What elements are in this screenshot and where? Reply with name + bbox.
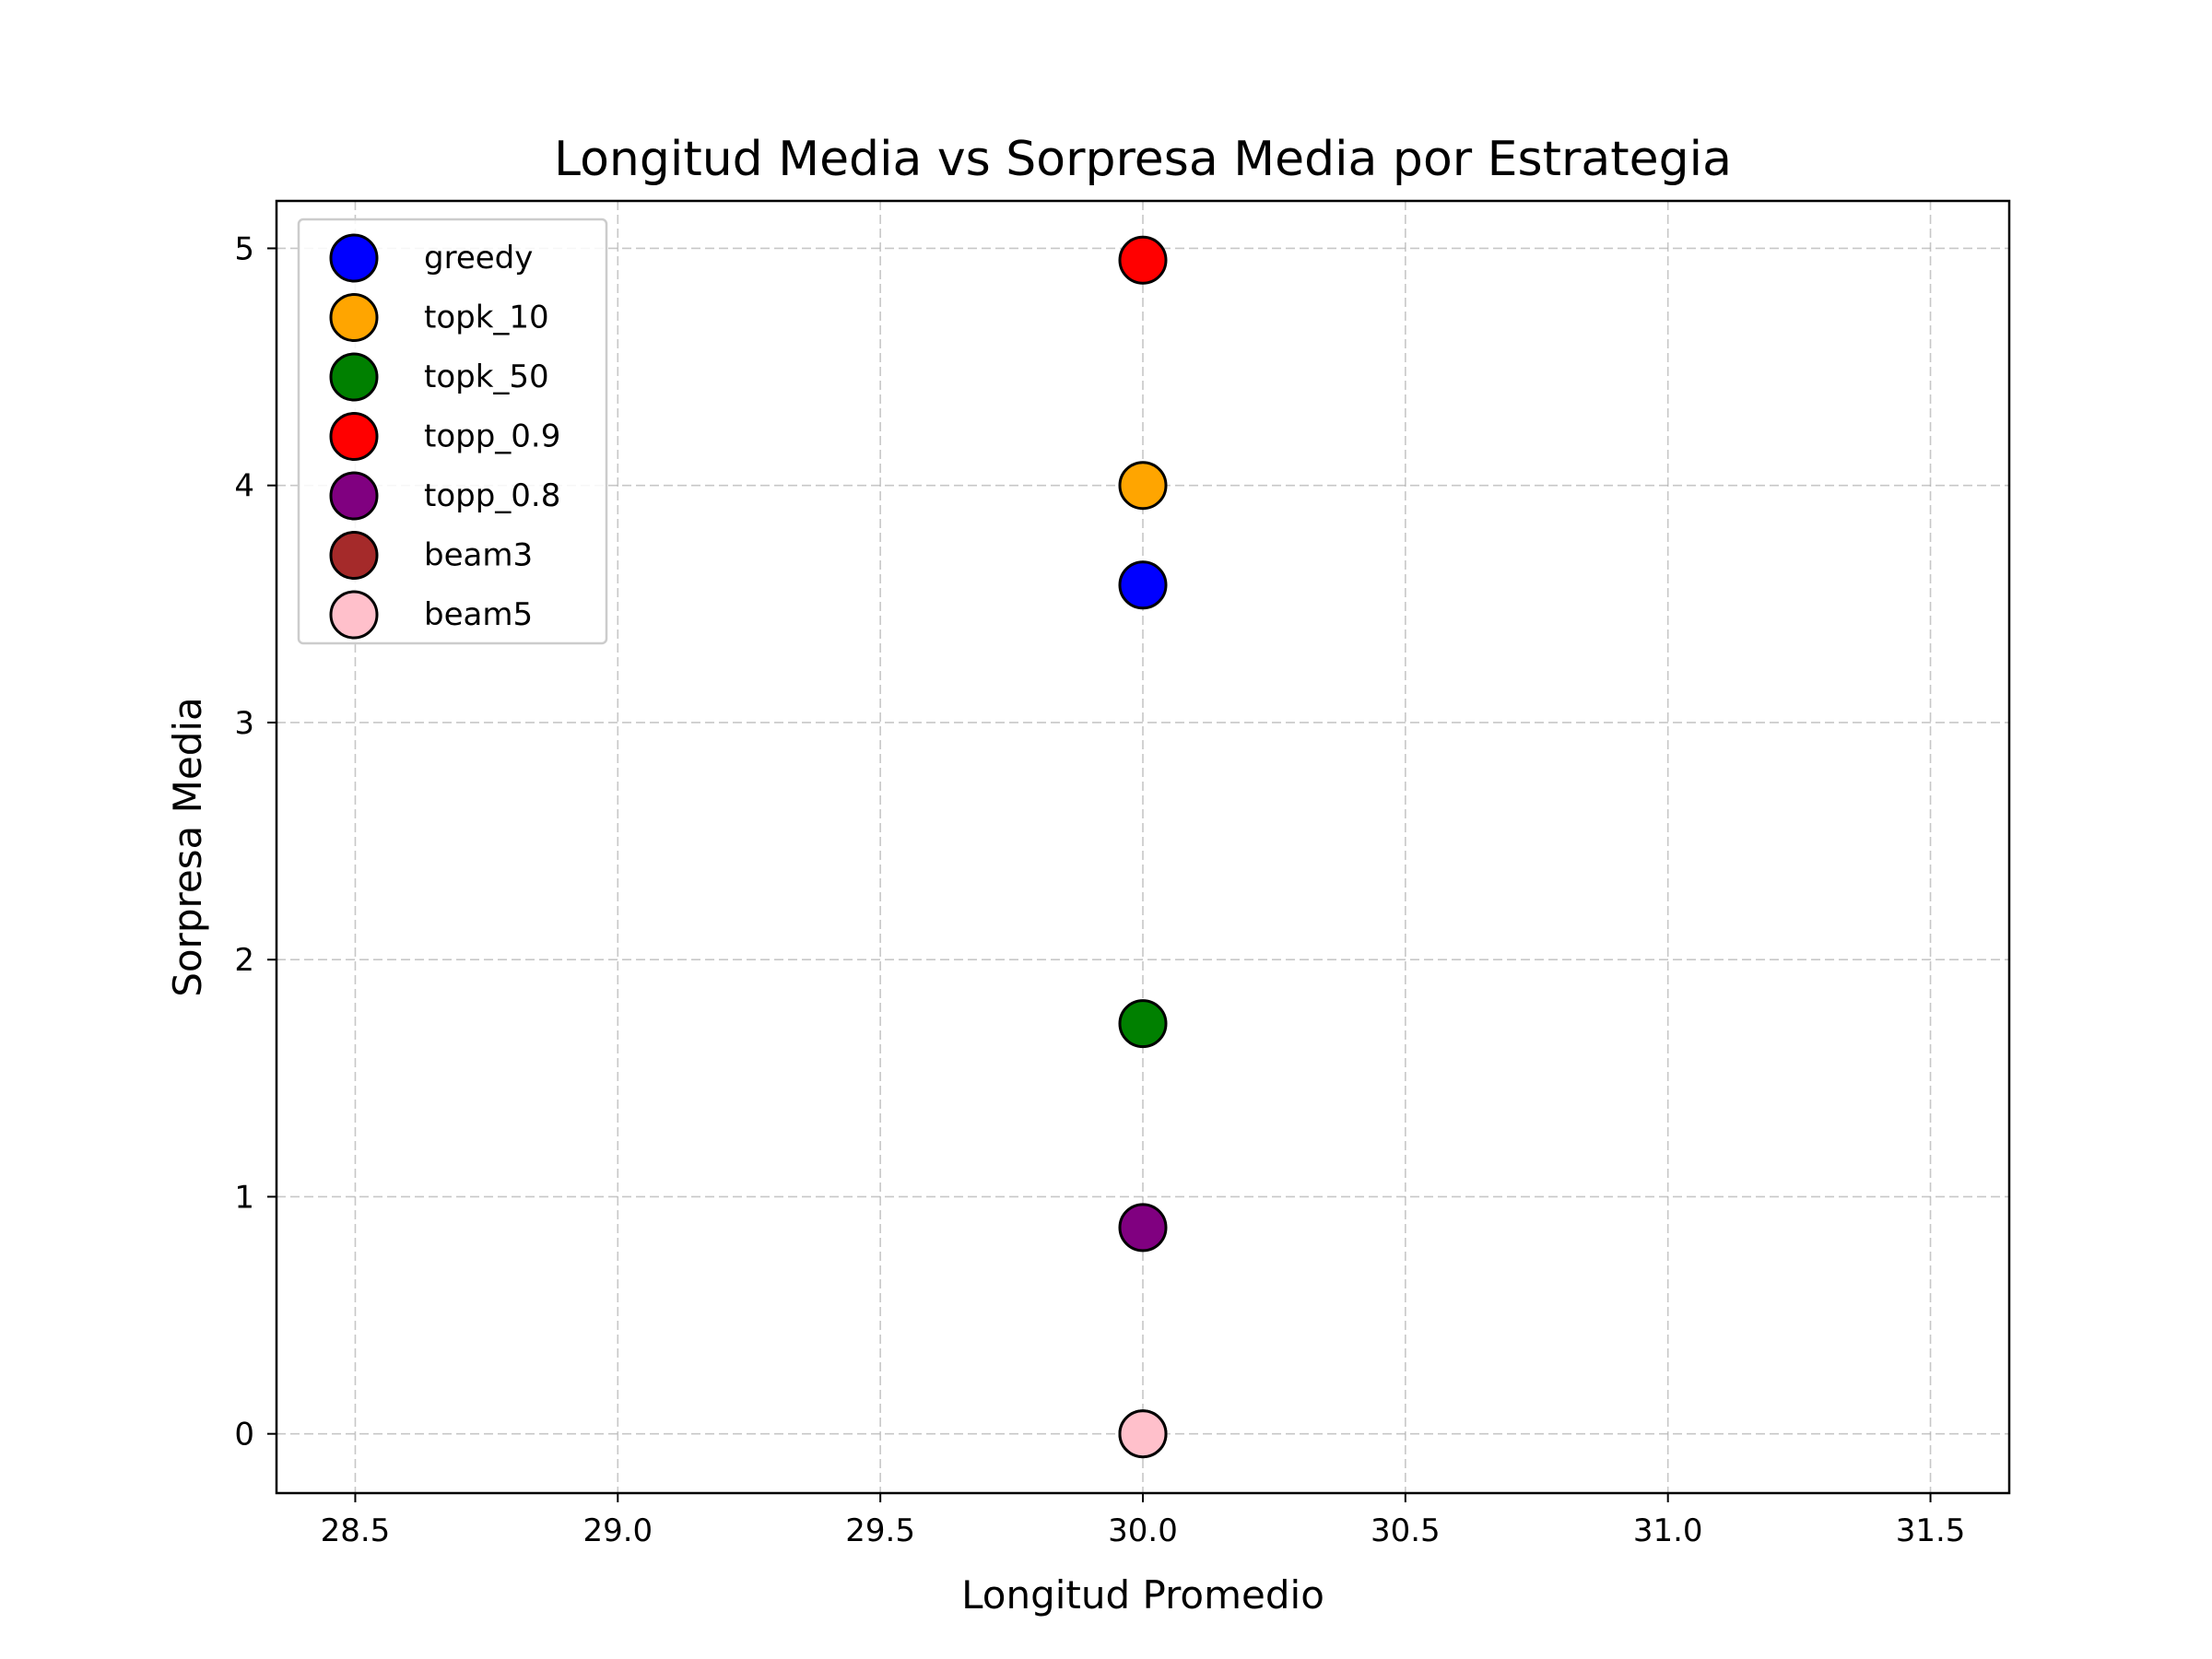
legend-label: greedy <box>424 240 533 276</box>
legend-marker <box>329 293 379 342</box>
x-tick-label: 29.5 <box>845 1512 915 1549</box>
legend-label: beam3 <box>424 537 533 574</box>
x-tick-label: 31.5 <box>1896 1512 1966 1549</box>
legend-marker <box>329 471 379 521</box>
x-axis-label: Longitud Promedio <box>961 1572 1324 1618</box>
y-tick-label: 3 <box>234 705 254 742</box>
plot-frame <box>275 199 2011 1495</box>
data-point-topk-10 <box>1118 461 1168 511</box>
data-point-greedy <box>1118 560 1168 610</box>
legend-marker <box>329 352 379 402</box>
y-tick-label: 1 <box>234 1179 254 1216</box>
y-tick-label: 0 <box>234 1417 254 1453</box>
x-tick-label: 30.0 <box>1108 1512 1178 1549</box>
y-axis-label: Sorpresa Media <box>165 697 210 997</box>
legend-marker <box>329 412 379 461</box>
y-tick-label: 5 <box>234 230 254 267</box>
data-point-topk-50 <box>1118 999 1168 1049</box>
y-tick-label: 2 <box>234 942 254 979</box>
x-tick-label: 30.5 <box>1371 1512 1441 1549</box>
legend-label: topk_10 <box>424 300 549 336</box>
x-tick-label: 28.5 <box>321 1512 391 1549</box>
axis-ticks: 28.5 29.0 29.5 30.0 30.5 31.0 31.5 0 1 2 3 4 5 <box>234 230 1965 1549</box>
legend-label: beam5 <box>424 596 533 633</box>
data-point-topp-0-8 <box>1118 1203 1168 1253</box>
legend-marker <box>329 531 379 580</box>
x-tick-label: 31.0 <box>1633 1512 1703 1549</box>
legend-label: topk_50 <box>424 359 549 395</box>
data-point-beam5 <box>1118 1409 1168 1459</box>
y-tick-label: 4 <box>234 468 254 505</box>
legend-marker <box>329 233 379 283</box>
legend-label: topp_0.8 <box>424 477 560 514</box>
chart-title: Longitud Media vs Sorpresa Media por Est… <box>554 132 1732 187</box>
legend-marker <box>329 590 379 640</box>
x-tick-label: 29.0 <box>582 1512 653 1549</box>
data-point-topp-0-9 <box>1118 235 1168 285</box>
data-points <box>1118 235 1168 1459</box>
legend-label: topp_0.9 <box>424 418 560 455</box>
legend: greedy topk_10 topk_50 topp_0.9 topp_0.8beam… <box>297 218 608 645</box>
